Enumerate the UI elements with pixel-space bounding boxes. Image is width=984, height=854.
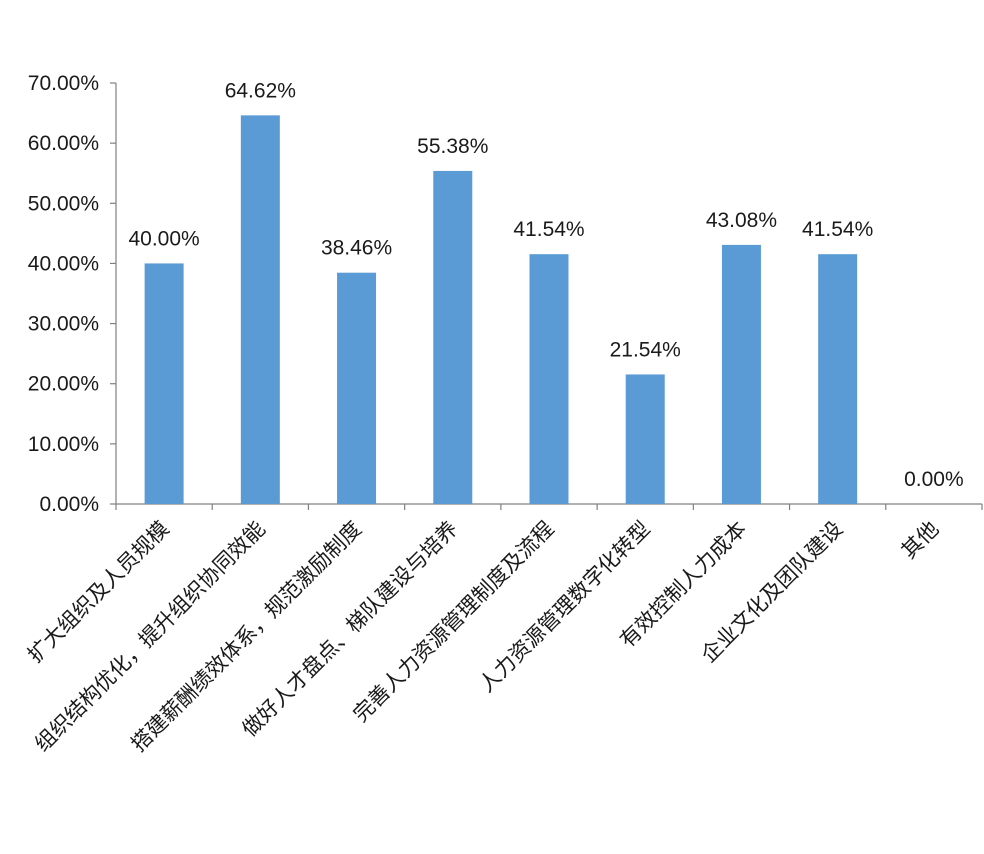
y-tick-label: 30.00% — [28, 313, 99, 336]
y-tick-label: 20.00% — [28, 373, 99, 396]
bar — [818, 254, 858, 504]
bar — [433, 170, 473, 504]
data-label: 64.62% — [225, 79, 296, 102]
data-labels: 40.00% 64.62% 38.46% 55.38% 41.54% 21.54% 43.0… — [128, 79, 963, 491]
y-tick-labels: 0.00% 10.00% 20.00% 30.00% 40.00% 50.00% 60.00… — [28, 72, 99, 516]
data-label: 41.54% — [802, 218, 873, 241]
y-tick-label: 40.00% — [28, 252, 99, 275]
x-category-label: 人力资源管理数字化转型 — [474, 517, 654, 697]
bar — [721, 244, 761, 504]
y-tick-label: 70.00% — [28, 72, 99, 95]
bar — [337, 272, 377, 504]
y-tick-label: 60.00% — [28, 132, 99, 155]
data-label: 40.00% — [128, 227, 199, 250]
bar — [529, 254, 569, 504]
y-tick-label: 0.00% — [39, 493, 99, 516]
data-label: 0.00% — [904, 468, 964, 491]
bars — [144, 115, 858, 504]
data-label: 21.54% — [610, 338, 681, 361]
x-category-label: 其他 — [897, 517, 944, 564]
y-tick-label: 10.00% — [28, 433, 99, 456]
bar — [625, 374, 665, 504]
bar — [240, 115, 280, 504]
data-label: 43.08% — [706, 209, 777, 232]
data-label: 55.38% — [417, 135, 488, 158]
data-label: 41.54% — [513, 218, 584, 241]
x-category-label: 完善人力资源管理制度及流程 — [349, 517, 559, 727]
data-label: 38.46% — [321, 237, 392, 260]
bar — [144, 263, 184, 504]
x-category-labels: 扩大组织及人员规模组织结构优化，提升组织协同效能搭建薪酬绩效体系，规范激励制度做… — [23, 517, 943, 757]
y-tick-label: 50.00% — [28, 192, 99, 215]
